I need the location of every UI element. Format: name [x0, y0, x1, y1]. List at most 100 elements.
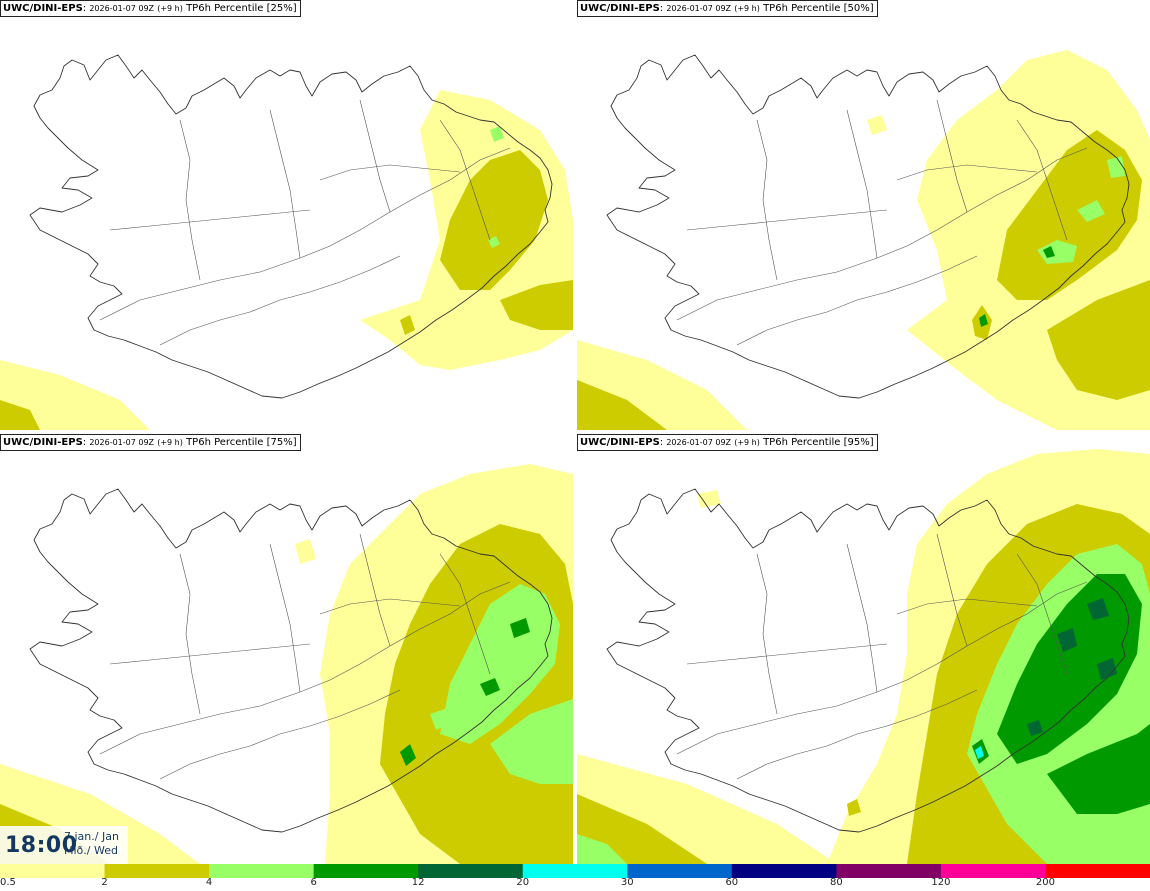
lead-time: (+9 h) — [734, 4, 760, 13]
precip-area — [1077, 200, 1105, 222]
product-name: TP6h Percentile [50%] — [763, 3, 874, 14]
precip-area — [400, 315, 415, 335]
road-line — [439, 553, 491, 675]
precip-area — [697, 490, 721, 508]
product-name: TP6h Percentile [75%] — [186, 437, 297, 448]
precip-area — [430, 709, 450, 730]
colorbar-segment — [418, 864, 524, 878]
road-line — [676, 581, 1088, 755]
road-line — [736, 689, 978, 780]
run-time: 2026-01-07 09Z — [666, 4, 732, 13]
road-line — [179, 119, 201, 281]
precip-layer — [577, 449, 1150, 864]
road-line — [686, 209, 888, 231]
valid-time: 18:00 — [5, 833, 78, 858]
road-line — [359, 533, 391, 647]
precip-area — [997, 574, 1142, 764]
road-line — [936, 533, 968, 647]
precip-area — [1043, 246, 1055, 258]
colorbar-segment — [0, 864, 106, 878]
precip-area — [440, 584, 560, 744]
road-line — [439, 119, 491, 241]
road-line — [99, 147, 511, 321]
colorbar-label: 120 — [931, 877, 951, 888]
valid-date: 7.jan./ Jan Mið./ Wed — [64, 830, 119, 858]
iceland-coastline — [606, 488, 1130, 833]
colorbar-label: 4 — [205, 877, 213, 888]
colorbar-segment — [522, 864, 628, 878]
road-line — [756, 119, 778, 281]
iceland-coastline — [29, 54, 553, 399]
colorbar-label: 80 — [829, 877, 843, 888]
precip-area — [847, 799, 861, 816]
road-line — [936, 99, 968, 213]
precip-area — [0, 400, 40, 430]
road-line — [846, 543, 878, 693]
precip-area — [975, 746, 984, 759]
precip-area — [1097, 658, 1117, 680]
precip-area — [577, 380, 667, 430]
road-line — [686, 643, 888, 665]
panel-title: UWC/DINI-EPS: 2026-01-07 09Z (+9 h) TP6h… — [577, 0, 878, 17]
road-line — [846, 109, 878, 259]
precip-area — [480, 678, 500, 696]
roads-layer — [676, 533, 1088, 780]
road-line — [676, 147, 1088, 321]
precip-area — [490, 126, 504, 142]
colorbar-segment — [313, 864, 419, 878]
colorbar-label: 6 — [310, 877, 317, 888]
lead-time: (+9 h) — [734, 438, 760, 447]
run-time: 2026-01-07 09Z — [89, 438, 155, 447]
valid-date-line2: Mið./ Wed — [64, 844, 118, 857]
model-name: UWC/DINI-EPS — [3, 437, 83, 448]
road-line — [319, 164, 461, 181]
road-line — [109, 209, 311, 231]
road-line — [736, 255, 978, 346]
run-time: 2026-01-07 09Z — [89, 4, 155, 13]
precip-area — [867, 115, 887, 135]
precip-layer — [0, 464, 573, 864]
iceland-coastline — [29, 488, 553, 833]
precip-area — [490, 699, 573, 784]
colorbar-label: 30 — [620, 877, 634, 888]
road-line — [179, 553, 201, 715]
model-name: UWC/DINI-EPS — [3, 3, 83, 14]
colorbar-label: 2 — [101, 877, 108, 888]
roads-layer — [99, 99, 511, 346]
precip-area — [979, 314, 988, 327]
road-line — [1016, 119, 1068, 241]
road-line — [269, 543, 301, 693]
precip-area — [440, 150, 548, 290]
colorbar — [0, 864, 1150, 878]
valid-date-line1: 7.jan./ Jan — [64, 830, 119, 843]
colorbar-segment — [731, 864, 837, 878]
road-line — [1016, 553, 1068, 675]
precip-layer — [0, 90, 573, 430]
colorbar-segment — [209, 864, 315, 878]
road-line — [269, 109, 301, 259]
road-line — [896, 164, 1038, 181]
colorbar-segment — [836, 864, 942, 878]
valid-time-box: 18:00 7.jan./ Jan Mið./ Wed — [0, 826, 128, 864]
precip-area — [295, 539, 316, 564]
map-panel-p95: UWC/DINI-EPS: 2026-01-07 09Z (+9 h) TP6h… — [577, 434, 1150, 864]
map-panel-p25: UWC/DINI-EPS: 2026-01-07 09Z (+9 h) TP6h… — [0, 0, 573, 430]
colorbar-segment — [940, 864, 1046, 878]
iceland-coastline — [606, 54, 1130, 399]
precip-area — [997, 130, 1142, 300]
road-line — [896, 598, 1038, 615]
precip-map — [0, 54, 573, 430]
precip-area — [577, 834, 627, 864]
panel-title: UWC/DINI-EPS: 2026-01-07 09Z (+9 h) TP6h… — [577, 434, 878, 451]
precip-area — [1027, 720, 1043, 736]
product-name: TP6h Percentile [25%] — [186, 3, 297, 14]
precip-area — [400, 744, 416, 766]
colorbar-label: 200 — [1035, 877, 1055, 888]
precip-map — [577, 449, 1150, 864]
precip-area — [1057, 628, 1077, 652]
road-line — [159, 255, 401, 346]
precip-area — [0, 360, 150, 430]
lead-time: (+9 h) — [157, 4, 183, 13]
roads-layer — [676, 99, 1088, 346]
precip-area — [488, 236, 500, 248]
